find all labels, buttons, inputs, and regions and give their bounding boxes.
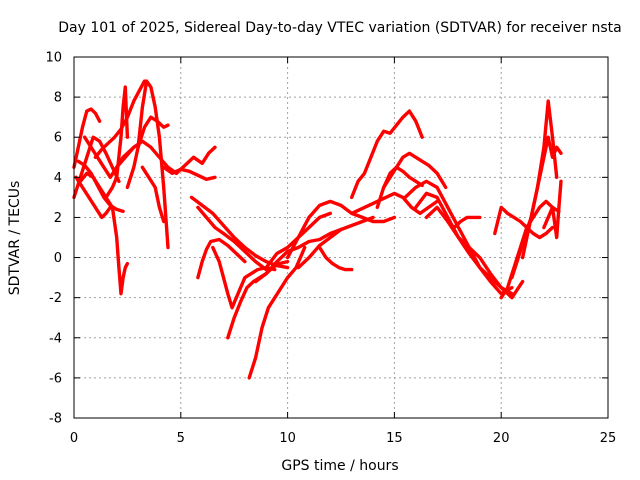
series-line-arc-13 xyxy=(161,165,217,182)
y-tick-label: -6 xyxy=(49,371,62,386)
series-line-arc-24 xyxy=(296,215,375,270)
series-line-arc-12 xyxy=(140,165,166,224)
series-line-arc-8 xyxy=(93,79,147,160)
series-line-arc-38 xyxy=(542,179,563,240)
series-line-arc-36 xyxy=(510,99,559,280)
x-tick-label: 5 xyxy=(177,431,185,446)
series-line-arc-32 xyxy=(424,205,514,296)
chart-title: Day 101 of 2025, Sidereal Day-to-day VTE… xyxy=(58,20,621,36)
series-line-arc-10 xyxy=(114,139,179,176)
y-tick-label: 6 xyxy=(54,131,62,146)
series-line-arc-33 xyxy=(446,215,482,230)
x-axis-ticks: 0 5 10 15 20 25 xyxy=(70,57,616,446)
x-tick-label: 15 xyxy=(386,431,403,446)
y-tick-label: -4 xyxy=(49,331,62,346)
x-tick-label: 25 xyxy=(600,431,617,446)
series-line-arc-28 xyxy=(350,109,424,200)
series-line-arc-16 xyxy=(196,205,268,272)
series-line-arc-20 xyxy=(247,245,307,380)
y-tick-label: -2 xyxy=(49,291,62,306)
x-tick-label: 20 xyxy=(493,431,510,446)
y-tick-label: 2 xyxy=(54,211,62,226)
series-line-arc-6 xyxy=(104,85,130,200)
series-line-arc-2 xyxy=(72,107,102,170)
y-tick-label: 0 xyxy=(54,251,62,266)
x-axis-label: GPS time / hours xyxy=(281,458,398,474)
data-series xyxy=(72,79,563,380)
series-line-arc-26 xyxy=(350,191,439,216)
series-line-arc-21 xyxy=(253,227,343,284)
x-tick-label: 0 xyxy=(70,431,78,446)
series-line-arc-23 xyxy=(285,199,397,260)
series-line-arc-1 xyxy=(72,135,121,200)
series-line-arc-5 xyxy=(78,171,130,296)
y-axis-ticks: -8 -6 -4 -2 0 2 4 6 8 10 xyxy=(45,51,608,427)
y-axis-label: SDTVAR / TECUs xyxy=(7,181,23,296)
series-line-arc-14 xyxy=(174,145,217,176)
series-line-arc-34 xyxy=(493,205,555,240)
series-line-arc-25 xyxy=(317,245,354,272)
y-tick-label: -8 xyxy=(49,412,62,427)
series-line-arc-18 xyxy=(211,245,277,310)
series-line-arc-37 xyxy=(520,135,563,260)
series-line-arc-29 xyxy=(382,151,448,190)
series-line-arc-30 xyxy=(403,179,514,296)
series-line-arc-17 xyxy=(196,237,247,280)
series-line-arc-31 xyxy=(414,191,525,300)
y-tick-label: 4 xyxy=(54,171,62,186)
series-line-arc-11 xyxy=(136,115,170,150)
series-line-arc-15 xyxy=(189,195,290,270)
series-line-arc-3 xyxy=(74,175,113,220)
y-tick-label: 10 xyxy=(45,51,62,66)
y-tick-label: 8 xyxy=(54,91,62,106)
plot-frame xyxy=(73,56,609,419)
x-tick-label: 10 xyxy=(279,431,296,446)
